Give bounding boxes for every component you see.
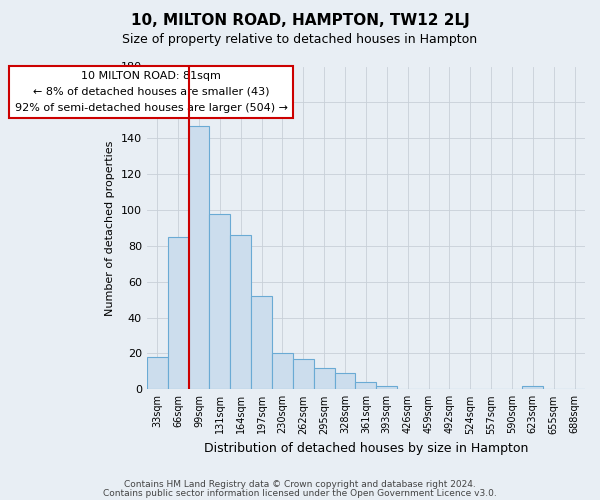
- X-axis label: Distribution of detached houses by size in Hampton: Distribution of detached houses by size …: [204, 442, 528, 455]
- Bar: [168, 237, 188, 390]
- Bar: [147, 357, 168, 390]
- Bar: [188, 126, 209, 390]
- Bar: [523, 386, 543, 390]
- Bar: [355, 382, 376, 390]
- Bar: [335, 373, 355, 390]
- Bar: [376, 386, 397, 390]
- Bar: [314, 368, 335, 390]
- Text: 10 MILTON ROAD: 81sqm
← 8% of detached houses are smaller (43)
92% of semi-detac: 10 MILTON ROAD: 81sqm ← 8% of detached h…: [15, 72, 288, 112]
- Bar: [209, 214, 230, 390]
- Text: Contains HM Land Registry data © Crown copyright and database right 2024.: Contains HM Land Registry data © Crown c…: [124, 480, 476, 489]
- Text: 10, MILTON ROAD, HAMPTON, TW12 2LJ: 10, MILTON ROAD, HAMPTON, TW12 2LJ: [131, 12, 469, 28]
- Y-axis label: Number of detached properties: Number of detached properties: [106, 140, 115, 316]
- Bar: [293, 359, 314, 390]
- Text: Size of property relative to detached houses in Hampton: Size of property relative to detached ho…: [122, 32, 478, 46]
- Bar: [230, 235, 251, 390]
- Bar: [251, 296, 272, 390]
- Bar: [272, 354, 293, 390]
- Text: Contains public sector information licensed under the Open Government Licence v3: Contains public sector information licen…: [103, 488, 497, 498]
